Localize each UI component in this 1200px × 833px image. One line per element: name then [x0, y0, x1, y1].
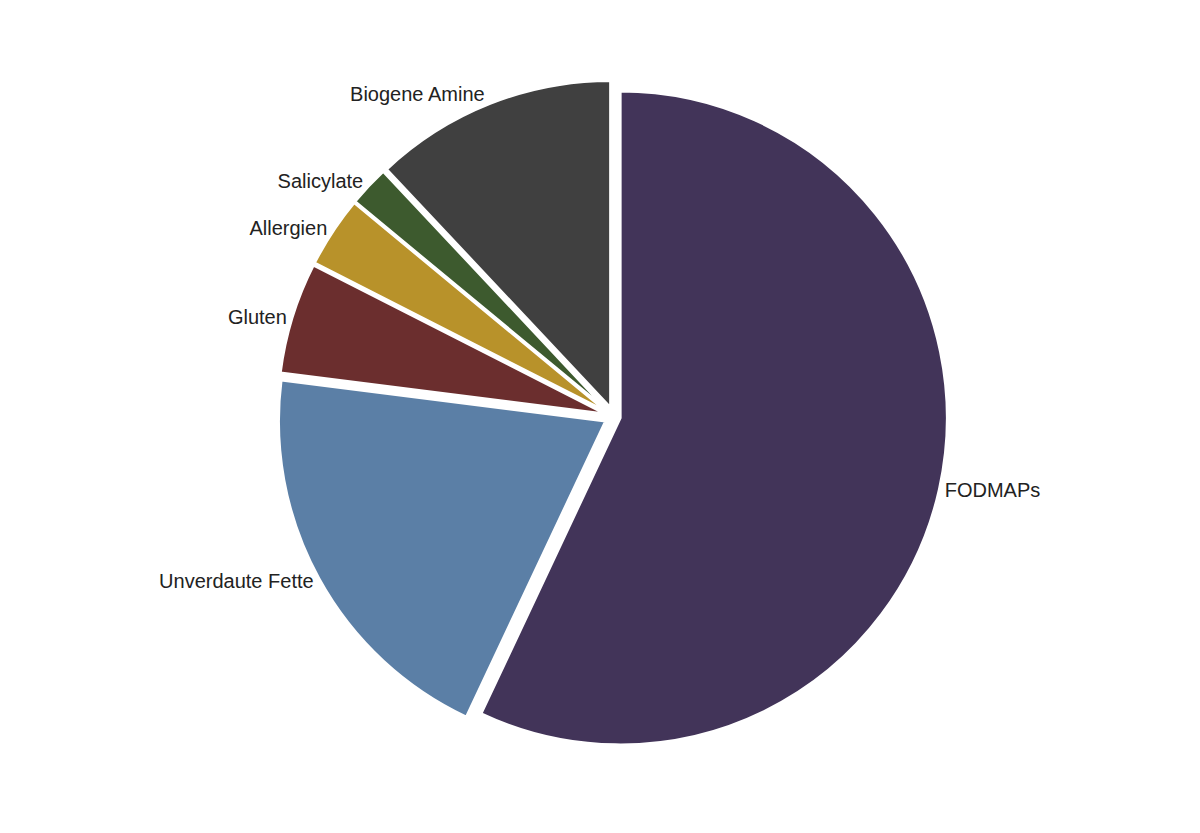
- svg-text:Allergien: Allergien: [249, 217, 327, 239]
- svg-text:Unverdaute Fette: Unverdaute Fette: [159, 570, 314, 592]
- svg-text:Biogene Amine: Biogene Amine: [350, 83, 485, 105]
- svg-text:Gluten: Gluten: [228, 306, 287, 328]
- svg-text:FODMAPs: FODMAPs: [945, 479, 1041, 501]
- svg-text:Salicylate: Salicylate: [278, 170, 364, 192]
